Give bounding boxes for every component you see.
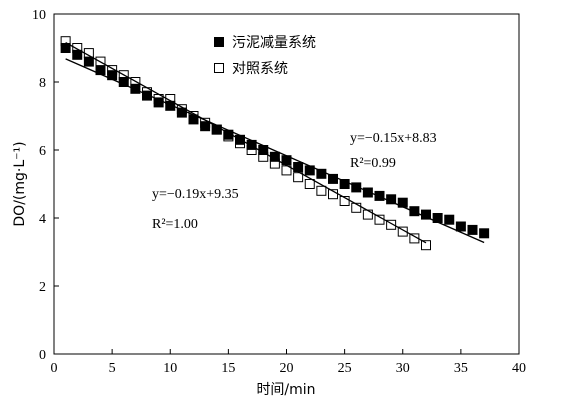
point-control xyxy=(293,172,304,183)
x-axis-title: 时间/min xyxy=(256,382,315,398)
fit-lines xyxy=(65,41,485,244)
point-control xyxy=(304,179,315,189)
point-control xyxy=(362,209,373,220)
r2-control: R²=1.00 xyxy=(152,217,198,232)
point-sludge-reduction xyxy=(397,197,408,208)
fit-line-series-1 xyxy=(65,41,427,244)
point-sludge-reduction xyxy=(421,209,431,220)
point-sludge-reduction xyxy=(118,77,129,87)
point-sludge-reduction xyxy=(293,162,304,172)
point-sludge-reduction xyxy=(339,179,350,189)
x-tick-label: 25 xyxy=(338,361,352,376)
legend-marker-open xyxy=(214,63,224,73)
plot-area xyxy=(53,13,520,355)
point-sludge-reduction xyxy=(176,107,187,118)
point-sludge-reduction xyxy=(304,165,315,176)
x-tick-label: 15 xyxy=(221,361,235,376)
point-sludge-reduction xyxy=(444,214,455,225)
point-sludge-reduction xyxy=(351,182,362,193)
legend-label-sludge-reduction: 污泥减量系统 xyxy=(232,35,316,51)
x-tick-label: 30 xyxy=(396,361,410,376)
x-tick-label: 35 xyxy=(454,361,468,376)
point-sludge-reduction xyxy=(455,221,466,232)
point-sludge-reduction xyxy=(95,65,106,76)
point-sludge-reduction xyxy=(386,194,397,205)
point-sludge-reduction xyxy=(211,124,222,135)
legend-label-control: 对照系统 xyxy=(232,61,288,77)
equation-sludge-reduction: y=−0.15x+8.83 xyxy=(350,131,437,146)
y-tick-label: 2 xyxy=(39,280,46,295)
y-axis-title: DO/(mg·L⁻¹) xyxy=(12,141,28,226)
point-sludge-reduction xyxy=(281,155,292,166)
legend-marker-filled xyxy=(214,37,224,47)
point-control xyxy=(386,219,397,230)
axis-ticks: 0 5 10 15 20 25 30 35 40 0 2 4 6 8 10 xyxy=(32,8,526,376)
point-sludge-reduction xyxy=(432,213,443,223)
point-sludge-reduction xyxy=(258,145,269,155)
point-sludge-reduction xyxy=(200,121,211,132)
y-tick-label: 4 xyxy=(39,212,46,227)
point-sludge-reduction xyxy=(142,90,152,101)
r2-sludge-reduction: R²=0.99 xyxy=(350,156,396,171)
fit-line-series-0 xyxy=(65,58,485,244)
point-sludge-reduction xyxy=(246,139,257,150)
point-sludge-reduction xyxy=(316,168,327,179)
x-tick-label: 40 xyxy=(512,361,526,376)
point-sludge-reduction xyxy=(107,70,118,81)
point-sludge-reduction xyxy=(223,129,234,140)
point-control xyxy=(339,196,350,206)
equation-control: y=−0.19x+9.35 xyxy=(152,187,239,202)
legend: 污泥减量系统 对照系统 xyxy=(214,35,316,77)
x-tick-label: 20 xyxy=(280,361,294,376)
point-sludge-reduction xyxy=(153,97,164,108)
y-tick-label: 8 xyxy=(39,76,46,91)
point-control xyxy=(316,185,327,196)
x-tick-label: 5 xyxy=(109,361,116,376)
point-sludge-reduction xyxy=(83,56,94,67)
x-tick-label: 0 xyxy=(51,361,58,376)
point-sludge-reduction xyxy=(479,228,490,239)
x-tick-label: 10 xyxy=(163,361,177,376)
point-sludge-reduction xyxy=(60,43,71,53)
point-sludge-reduction xyxy=(362,187,373,198)
point-control xyxy=(397,226,408,237)
point-sludge-reduction xyxy=(188,114,199,125)
point-control xyxy=(351,202,362,213)
point-sludge-reduction xyxy=(328,173,338,184)
y-tick-label: 6 xyxy=(39,144,46,159)
y-tick-label: 10 xyxy=(32,8,46,23)
y-tick-label: 0 xyxy=(39,348,46,363)
point-sludge-reduction xyxy=(72,49,83,60)
point-sludge-reduction xyxy=(165,100,176,111)
point-control xyxy=(421,240,431,251)
point-sludge-reduction xyxy=(269,151,280,162)
point-sludge-reduction xyxy=(467,224,478,235)
